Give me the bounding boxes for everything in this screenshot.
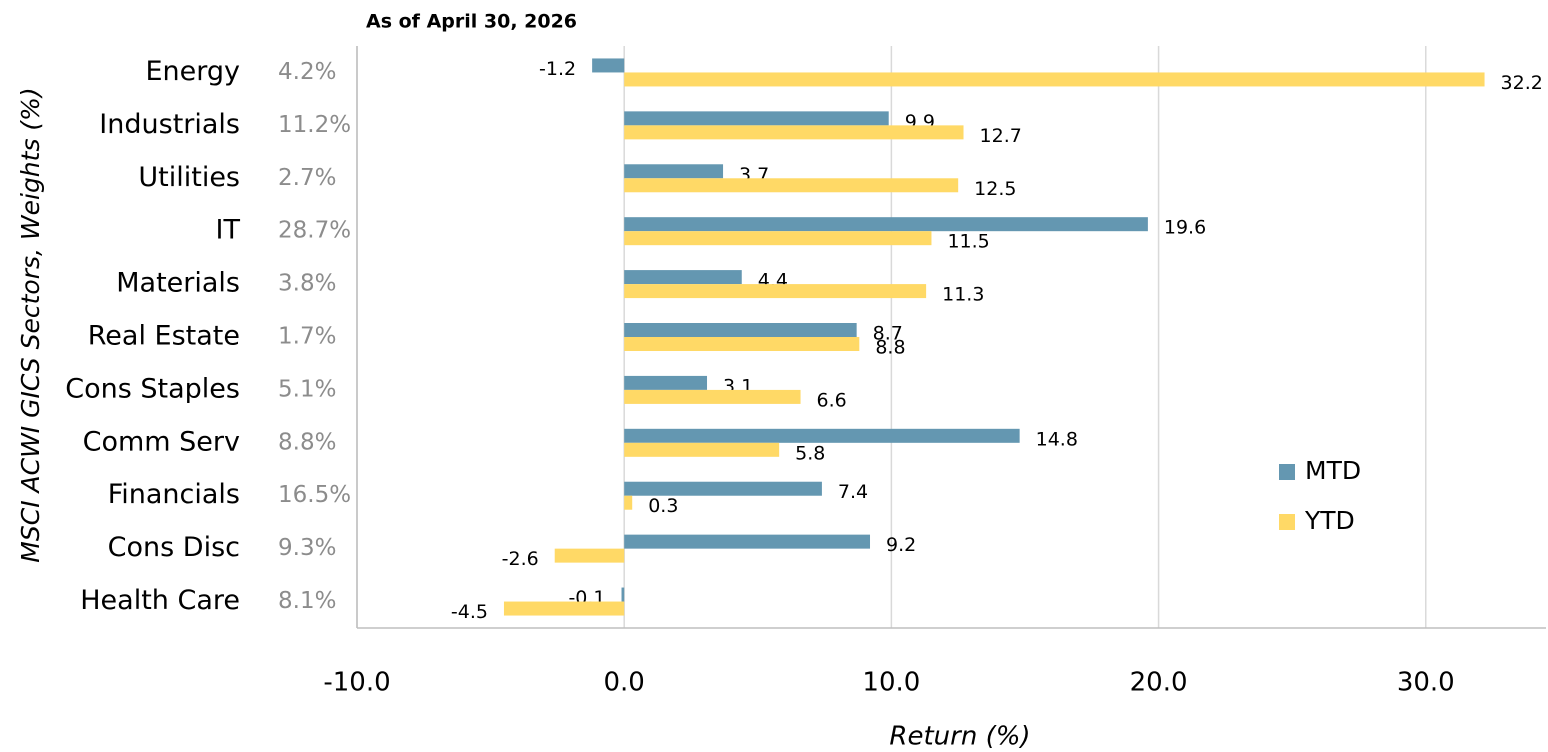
bar [624,284,927,299]
x-tick-label: 20.0 [1130,668,1188,698]
data-label: 8.8 [875,337,905,359]
y-axis-title: MSCI ACWI GICS Sectors, Weights (%) [16,87,45,562]
data-label: 7.4 [838,481,868,503]
weight-label: 8.1% [278,588,336,614]
bar [624,495,633,510]
data-label: -4.5 [451,601,488,623]
bar [592,58,625,73]
weight-label: 3.8% [278,271,336,297]
legend-label: YTD [1304,506,1355,535]
x-tick-label: -10.0 [323,668,390,698]
data-label: 6.6 [817,389,847,411]
bar [624,375,708,390]
weight-label: 8.8% [278,429,336,455]
bar [621,587,625,602]
bar [624,72,1485,87]
weight-label: 28.7% [278,218,351,244]
y-tick-label: Real Estate [88,321,240,352]
data-label: 12.7 [980,125,1022,147]
x-tick-label: 30.0 [1397,668,1455,698]
weight-label: 11.2% [278,112,351,138]
bar [624,217,1148,232]
bar [624,534,871,549]
legend-label: MTD [1305,456,1361,485]
y-tick-label: IT [216,215,241,246]
bar [624,270,742,285]
weight-label: 16.5% [278,482,351,508]
chart-title: As of April 30, 2026 [366,11,577,33]
weight-label: 5.1% [278,376,336,402]
bar [624,442,780,457]
data-label: -2.6 [502,548,539,570]
weight-label: 1.7% [278,324,336,350]
bar [554,548,625,563]
data-label: 0.3 [648,495,678,517]
y-tick-label: Cons Disc [108,532,240,563]
bar [624,164,724,179]
bar [624,111,889,126]
bar [624,389,801,404]
bar [503,601,625,616]
weight-label: 2.7% [278,165,336,191]
data-label: 32.2 [1501,72,1543,94]
y-tick-label: Utilities [138,162,240,193]
bar [624,125,964,140]
x-axis-title: Return (%) [889,722,1030,752]
bar [624,178,959,193]
y-tick-label: Financials [108,479,240,510]
data-label: 8.7 [873,323,903,345]
weight-label: 4.2% [278,59,336,85]
y-tick-label: Materials [116,268,240,299]
x-tick-label: 10.0 [862,668,920,698]
bar [624,231,932,246]
x-tick-label: 0.0 [604,668,645,698]
data-label: 14.8 [1036,428,1078,450]
y-tick-label: Industrials [99,109,240,140]
bar [624,481,822,496]
data-label: 11.3 [942,284,984,306]
legend-swatch [1279,464,1295,480]
bar [624,337,860,351]
bar [624,428,1020,443]
y-tick-label: Energy [145,56,240,87]
data-label: -1.2 [539,58,576,80]
data-label: 12.5 [974,178,1016,200]
y-tick-label: Cons Staples [65,373,240,404]
data-label: 19.6 [1164,217,1206,239]
data-label: 11.5 [947,231,989,253]
legend-swatch [1279,514,1295,530]
y-tick-label: Comm Serv [83,426,240,457]
data-label: 9.2 [886,534,916,556]
weight-label: 9.3% [278,535,336,561]
data-label: 5.8 [795,442,825,464]
y-tick-label: Health Care [80,585,240,616]
bar [624,323,857,337]
